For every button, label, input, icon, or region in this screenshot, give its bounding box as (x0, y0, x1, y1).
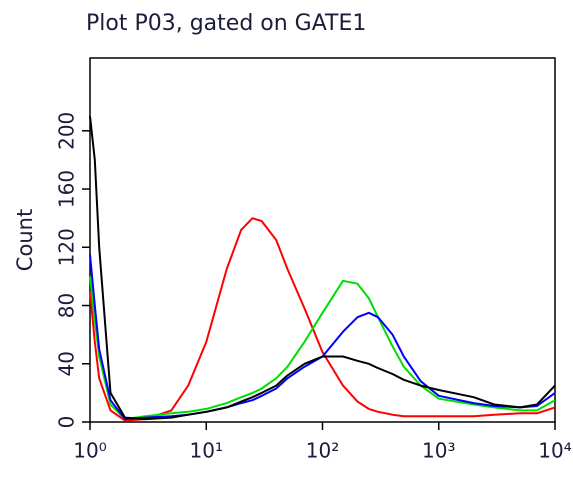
y-axis-label: Count (13, 209, 37, 271)
x-tick-label: 10⁴ (538, 439, 571, 463)
histogram-line (89, 116, 556, 421)
x-tick-label: 10³ (422, 439, 455, 463)
histogram-line (89, 276, 556, 421)
chart-title: Plot P03, gated on GATE1 (86, 11, 366, 36)
x-tick-label: 10⁰ (73, 439, 106, 463)
y-tick-label: 160 (55, 170, 79, 208)
histogram-line (89, 217, 556, 422)
y-tick-label: 80 (55, 293, 79, 318)
y-tick-label: 40 (55, 351, 79, 376)
y-tick-label: 200 (55, 112, 79, 150)
histogram-line (89, 254, 556, 421)
plot-frame (89, 57, 556, 423)
y-tick-label: 120 (55, 228, 79, 266)
x-tick-label: 10² (306, 439, 339, 463)
x-tick-label: 10¹ (190, 439, 223, 463)
y-tick-label: 0 (55, 416, 79, 429)
